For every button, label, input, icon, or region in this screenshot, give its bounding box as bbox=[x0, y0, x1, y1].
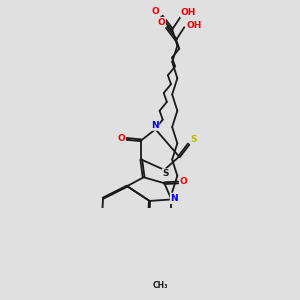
Text: CH₃: CH₃ bbox=[153, 281, 169, 290]
Text: O: O bbox=[158, 18, 165, 27]
Text: N: N bbox=[151, 121, 158, 130]
Text: OH: OH bbox=[186, 21, 202, 30]
Text: N: N bbox=[171, 194, 178, 203]
Text: S: S bbox=[190, 135, 197, 144]
Text: S: S bbox=[163, 169, 169, 178]
Text: O: O bbox=[180, 177, 188, 186]
Text: O: O bbox=[151, 7, 159, 16]
Text: O: O bbox=[117, 134, 125, 142]
Text: OH: OH bbox=[181, 8, 196, 17]
